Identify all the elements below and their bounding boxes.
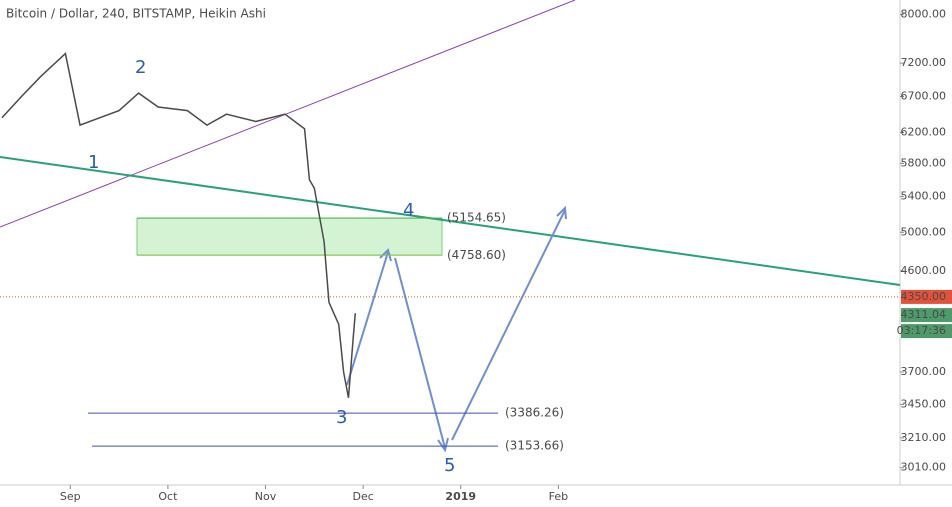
- price-tag: [901, 308, 952, 323]
- y-tick-label: 5400.00: [901, 190, 947, 203]
- target-zone: [136, 217, 443, 256]
- price-tag-label: 4350.00: [901, 290, 947, 303]
- y-tick-label: 3700.00: [901, 365, 947, 378]
- x-tick-label: Oct: [158, 490, 178, 503]
- y-tick-label: 3010.00: [901, 461, 947, 474]
- level-label: (5154.65): [447, 211, 506, 225]
- y-tick-label: 6700.00: [901, 90, 947, 103]
- price-tag-label: 4311.04: [901, 308, 947, 321]
- projection-arrows: [346, 205, 567, 453]
- x-tick-label: Feb: [549, 490, 568, 503]
- x-tick-label: Nov: [255, 490, 277, 503]
- x-tick-label: 2019: [445, 490, 476, 503]
- wave-label: 5: [444, 455, 455, 476]
- x-tick-label: Dec: [352, 490, 373, 503]
- arrow-head: [556, 205, 567, 220]
- trend-line: [0, 0, 576, 228]
- level-label: (3153.66): [505, 439, 564, 453]
- chart-title: Bitcoin / Dollar, 240, BITSTAMP, Heikin …: [6, 7, 266, 21]
- y-tick-label: 6200.00: [901, 126, 947, 139]
- y-tick-label: 8000.00: [901, 7, 947, 20]
- arrow: [451, 209, 566, 441]
- wave-label: 4: [403, 200, 414, 221]
- timer-box: [901, 324, 952, 339]
- y-tick-label: 3450.00: [901, 397, 947, 410]
- x-tick-label: Sep: [60, 490, 81, 503]
- wave-label: 3: [336, 407, 347, 428]
- level-label: (4758.60): [447, 248, 506, 262]
- y-tick-label: 5800.00: [901, 156, 947, 169]
- y-tick-label: 7200.00: [901, 56, 947, 69]
- y-tick-label: 3210.00: [901, 431, 947, 444]
- trend-line: [0, 156, 901, 286]
- y-tick-label: 4600.00: [901, 264, 947, 277]
- wave-label: 1: [88, 152, 99, 173]
- level-label: (3386.26): [505, 406, 564, 420]
- arrow: [346, 251, 389, 386]
- y-tick-label: 5000.00: [901, 225, 947, 238]
- timer: 03:17:36: [897, 324, 946, 337]
- price-tag: [901, 289, 952, 304]
- price-line-series: [1, 52, 357, 398]
- arrow-head: [437, 437, 449, 453]
- arrow: [394, 257, 446, 449]
- wave-label: 2: [135, 57, 146, 78]
